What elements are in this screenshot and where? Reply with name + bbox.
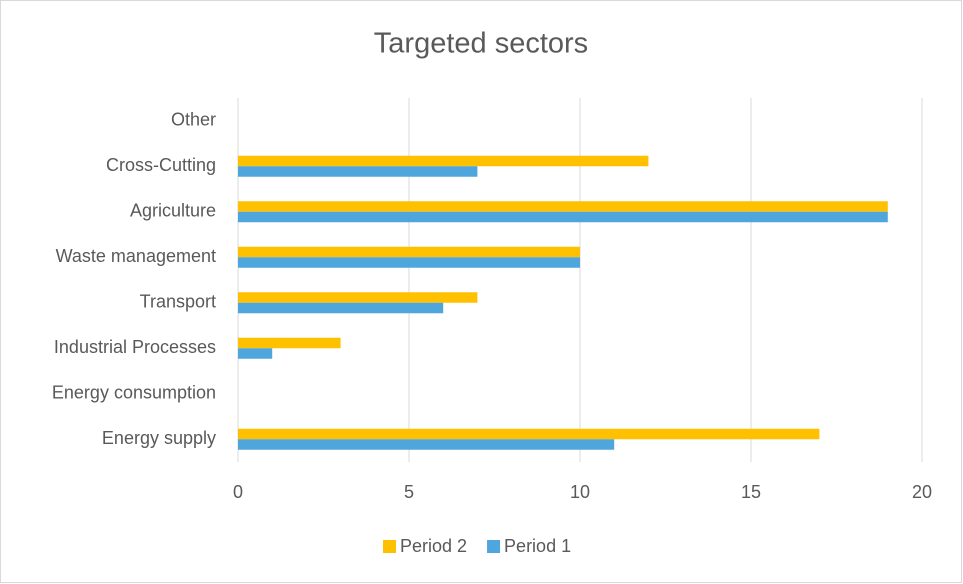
y-tick-label: Other — [171, 110, 216, 130]
chart-title: Targeted sectors — [374, 28, 588, 60]
bar — [238, 348, 273, 359]
bar — [238, 155, 649, 167]
bar — [238, 211, 888, 223]
y-tick-label: Waste management — [56, 246, 216, 266]
bar — [238, 201, 888, 212]
legend-swatch — [383, 540, 396, 553]
bar — [238, 428, 820, 440]
bar — [238, 257, 580, 268]
x-tick-label: 5 — [404, 482, 414, 502]
y-tick-label: Transport — [140, 292, 216, 312]
x-tick-label: 10 — [570, 482, 590, 502]
legend-swatch — [487, 540, 501, 553]
bar — [238, 302, 444, 314]
x-tick-label: 15 — [741, 482, 761, 502]
bar — [238, 439, 615, 450]
y-tick-label: Agriculture — [130, 201, 216, 221]
x-tick-label: 20 — [912, 482, 932, 502]
bar — [238, 166, 478, 177]
bar — [238, 246, 580, 258]
x-tick-label: 0 — [233, 482, 243, 502]
legend-label: Period 2 — [400, 536, 467, 556]
y-tick-label: Energy supply — [102, 428, 216, 448]
bar — [238, 337, 341, 349]
bar — [238, 292, 478, 303]
legend-label: Period 1 — [504, 536, 571, 556]
y-tick-label: Cross-Cutting — [106, 155, 216, 175]
y-tick-label: Energy consumption — [52, 383, 216, 403]
y-tick-label: Industrial Processes — [54, 337, 216, 357]
